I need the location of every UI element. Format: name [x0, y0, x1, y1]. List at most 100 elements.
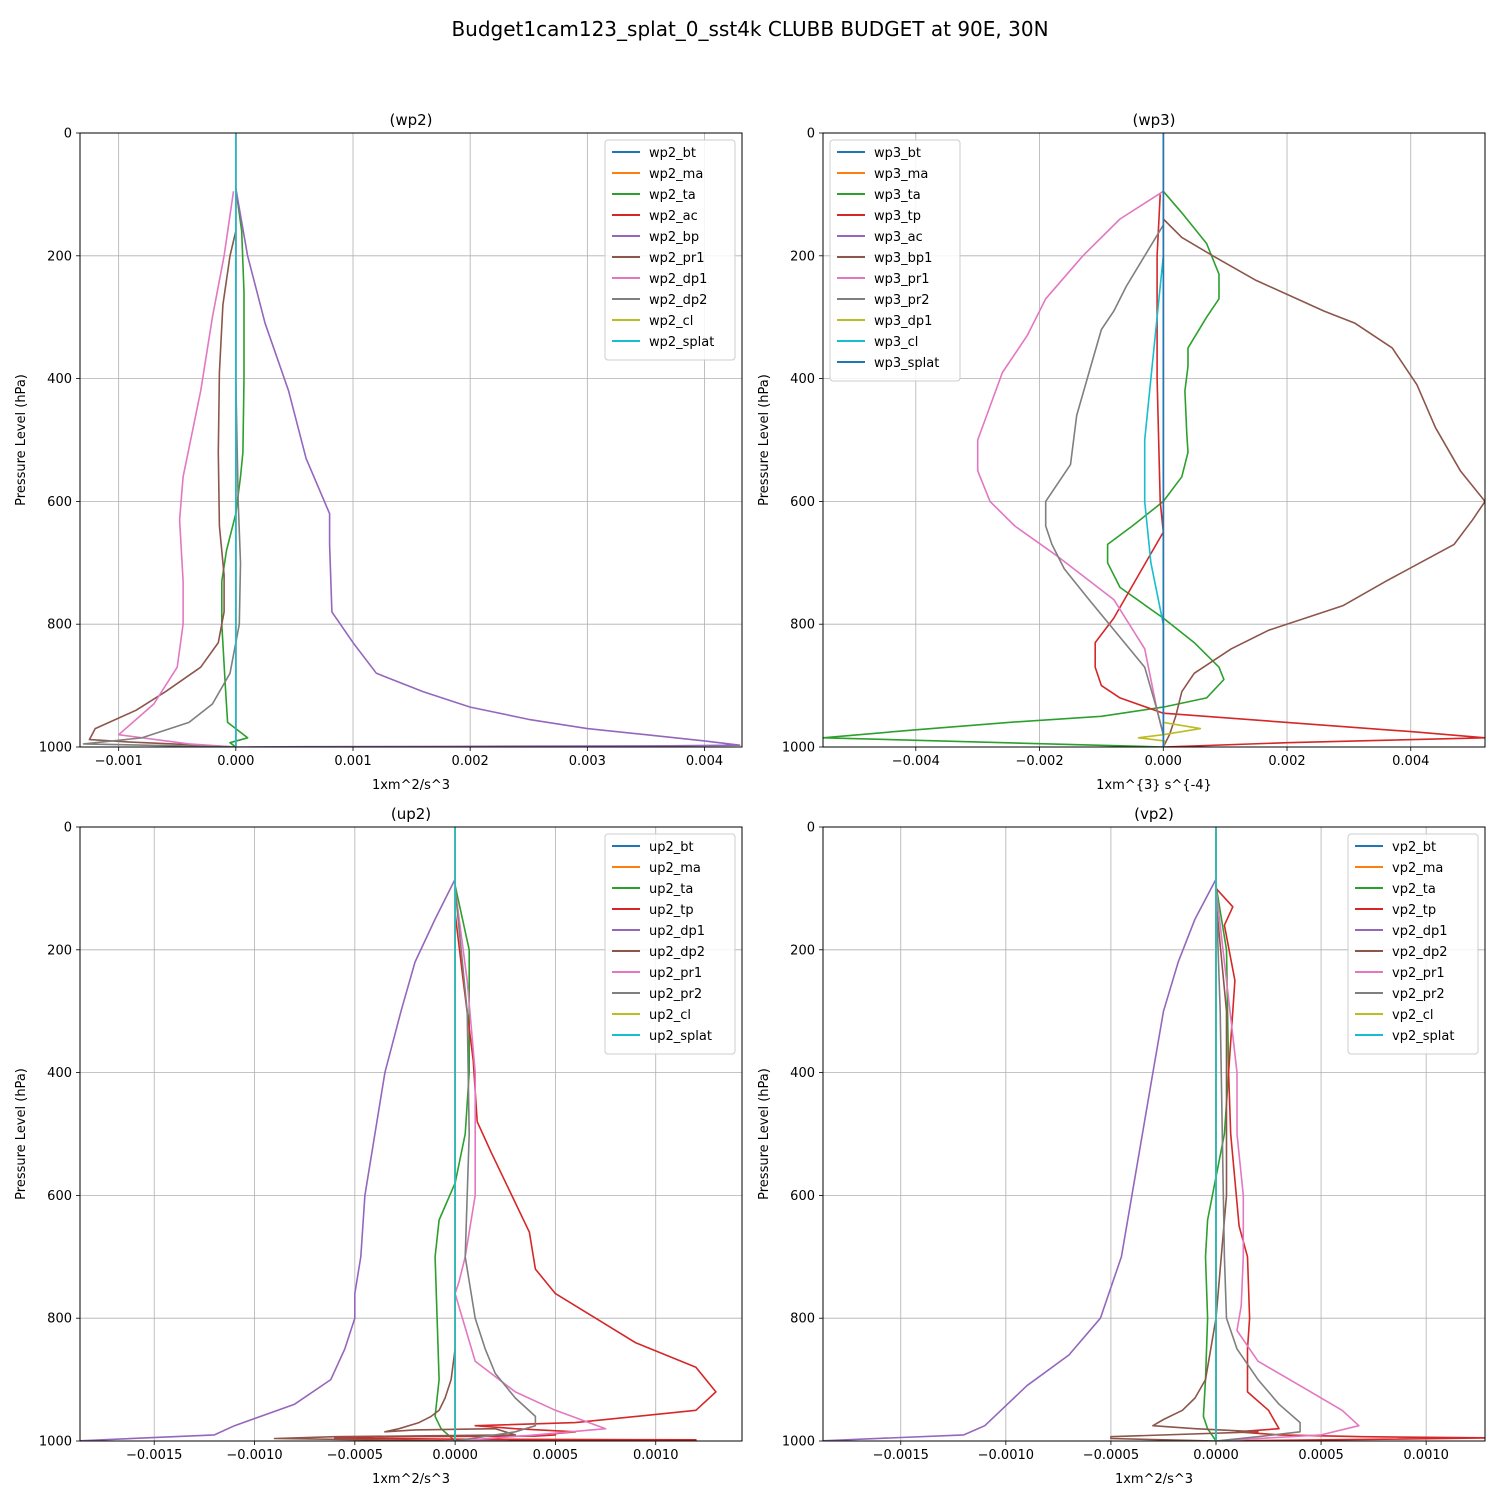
y-tick-label: 600	[790, 1189, 815, 1204]
legend-label: wp3_ac	[874, 230, 923, 245]
legend: wp3_bt wp3_ma wp3_ta wp3_tp wp3_ac wp3_bp1 wp3…	[829, 139, 961, 382]
y-tick-label: 600	[47, 495, 72, 510]
series-line-vp2_tp	[1215, 887, 1485, 1441]
y-tick-label: 800	[790, 1312, 815, 1327]
legend: vp2_bt vp2_ma vp2_ta vp2_tp vp2_dp1 vp2_dp2vp…	[1347, 833, 1479, 1055]
legend-label: wp3_tp	[874, 209, 921, 224]
legend-label: up2_pr2	[649, 987, 702, 1002]
legend-label: wp3_ma	[874, 167, 928, 182]
chart-panel: −0.004 −0.002 0.000 0.002 0.004 0 200 400 600 800…	[757, 111, 1486, 793]
x-tick-label: 0.004	[686, 754, 723, 769]
series-line-up2_ta	[434, 885, 471, 1441]
y-tick-label: 800	[47, 618, 72, 633]
legend-label: wp3_cl	[874, 335, 918, 350]
y-tick-label: 200	[790, 249, 815, 264]
legend-label: wp2_dp1	[649, 272, 707, 287]
y-tick-label: 0	[64, 821, 72, 836]
y-tick-label: 1000	[782, 741, 815, 756]
y-tick-label: 400	[47, 372, 72, 387]
y-tick-label: 400	[790, 372, 815, 387]
series-line-wp2_ta	[221, 188, 249, 747]
legend-label: wp3_splat	[874, 356, 939, 371]
legend-label: wp2_ac	[649, 209, 698, 224]
series-line-wp3_pr2	[1044, 224, 1165, 735]
series-lines	[823, 133, 1485, 747]
x-axis-label: 1xm^2/s^3	[1115, 1472, 1193, 1487]
legend-label: up2_ta	[649, 882, 693, 897]
y-tick-label: 0	[64, 127, 72, 142]
legend-label: wp2_ma	[649, 167, 703, 182]
plot-frame	[822, 826, 1486, 1442]
legend-label: vp2_pr1	[1392, 966, 1445, 981]
legend-label: up2_dp2	[649, 945, 705, 960]
legend-label: up2_ma	[649, 861, 701, 876]
x-tick-label: −0.0015	[873, 1448, 929, 1463]
legend-label: wp3_pr1	[874, 272, 930, 287]
legend-label: wp3_bt	[874, 146, 921, 161]
legend-label: vp2_dp2	[1392, 945, 1448, 960]
x-tick-label: −0.0010	[226, 1448, 282, 1463]
y-tick-label: 400	[790, 1066, 815, 1081]
series-line-vp2_dp2	[1110, 900, 1259, 1441]
x-tick-label: 0.000	[217, 754, 254, 769]
x-tick-label: −0.004	[892, 754, 940, 769]
x-tick-label: −0.001	[95, 754, 143, 769]
x-axis-label: 1xm^{3} s^{-4}	[1096, 778, 1212, 793]
series-line-wp3_pr1	[976, 190, 1165, 735]
legend-label: up2_tp	[649, 903, 694, 918]
x-tick-label: −0.0015	[126, 1448, 182, 1463]
legend-label: wp3_bp1	[874, 251, 932, 266]
series-line-vp2_pr1	[1215, 888, 1360, 1441]
legend-label: wp2_bt	[649, 146, 696, 161]
x-tick-label: 0.0010	[633, 1448, 679, 1463]
legend-label: wp3_ta	[874, 188, 921, 203]
y-tick-label: 200	[47, 943, 72, 958]
y-axis-label: Pressure Level (hPa)	[757, 374, 772, 506]
series-line-wp2_dp2	[82, 191, 242, 747]
legend-label: wp2_ta	[649, 188, 696, 203]
y-tick-label: 200	[790, 943, 815, 958]
y-tick-label: 1000	[39, 1435, 72, 1450]
series-line-wp2_bp	[235, 188, 741, 747]
x-tick-label: 0.002	[1268, 754, 1305, 769]
legend-label: up2_splat	[649, 1029, 712, 1044]
y-axis-label: Pressure Level (hPa)	[14, 374, 29, 506]
series-line-wp2_dp1	[117, 191, 236, 747]
series-line-vp2_ta	[1202, 885, 1230, 1441]
x-axis-label: 1xm^2/s^3	[372, 778, 450, 793]
x-tick-label: −0.002	[1015, 754, 1063, 769]
series-line-up2_tp	[333, 912, 717, 1441]
series-line-up2_pr1	[454, 888, 607, 1441]
series-line-wp3_dp1	[1137, 721, 1202, 747]
y-tick-label: 0	[807, 127, 815, 142]
legend-label: wp2_dp2	[649, 293, 707, 308]
y-axis-label: Pressure Level (hPa)	[757, 1068, 772, 1200]
series-line-vp2_pr2	[1215, 888, 1301, 1441]
plot-frame	[79, 132, 743, 748]
series-line-up2_dp1	[80, 878, 456, 1441]
legend-label: up2_bt	[649, 840, 694, 855]
x-tick-label: −0.0005	[1083, 1448, 1139, 1463]
legend: up2_bt up2_ma up2_ta up2_tp up2_dp1 up2_dp2up…	[604, 833, 736, 1055]
series-line-wp3_tp	[1094, 194, 1485, 747]
legend-label: up2_dp1	[649, 924, 705, 939]
series-line-wp3_bp1	[1162, 218, 1485, 747]
x-tick-label: 0.0000	[432, 1448, 478, 1463]
legend: wp2_bt wp2_ma wp2_ta wp2_ac wp2_bp wp2_pr1 wp2…	[604, 139, 736, 361]
legend-label: wp2_pr1	[649, 251, 705, 266]
legend-label: wp3_pr2	[874, 293, 930, 308]
chart-panel: −0.0015 −0.0010 −0.0005 0.0000 0.0005 0.0010 0…	[757, 805, 1486, 1487]
series-line-wp3_cl	[1143, 255, 1165, 747]
series-line-up2_pr2	[454, 888, 537, 1441]
panel-title: (wp3)	[1132, 111, 1175, 129]
series-lines	[823, 827, 1485, 1441]
x-tick-label: 0.0005	[533, 1448, 579, 1463]
y-tick-label: 600	[790, 495, 815, 510]
series-line-vp2_dp1	[823, 878, 1217, 1441]
legend-label: wp2_splat	[649, 335, 714, 350]
x-tick-label: 0.000	[1145, 754, 1182, 769]
panel-title: (wp2)	[389, 111, 432, 129]
y-tick-label: 1000	[39, 741, 72, 756]
y-tick-label: 400	[47, 1066, 72, 1081]
y-tick-label: 800	[47, 1312, 72, 1327]
